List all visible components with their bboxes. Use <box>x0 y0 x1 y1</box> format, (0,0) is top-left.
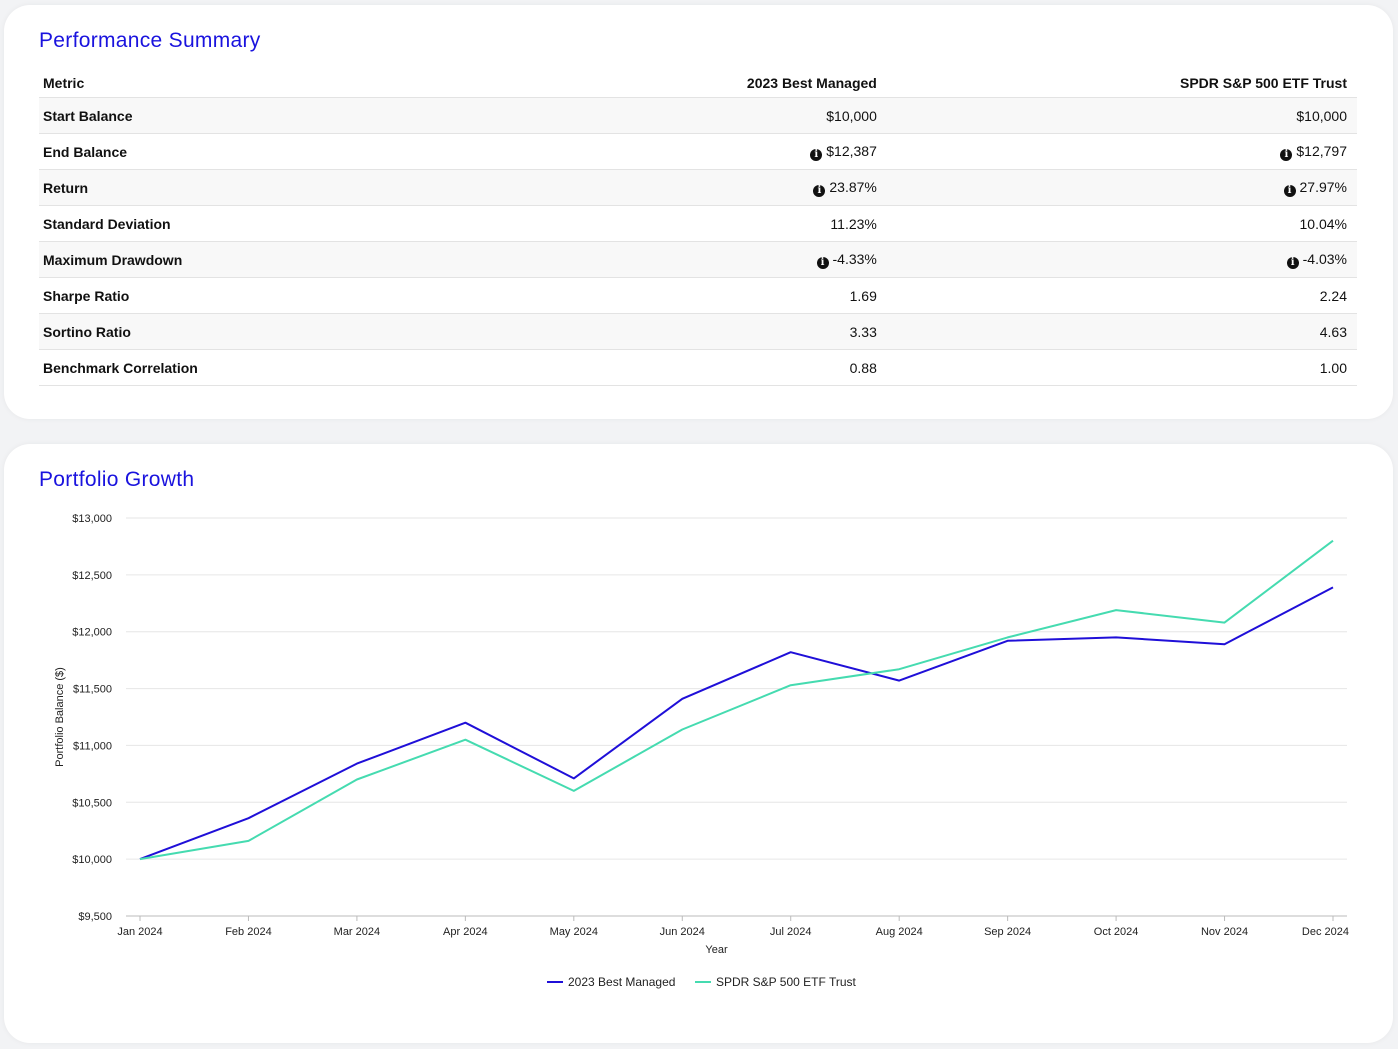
benchmark-value-cell: i$10,000 <box>886 97 1357 134</box>
metric-name-cell: Return <box>39 169 513 206</box>
portfolio-value-cell: i -4.33% <box>513 241 887 278</box>
benchmark-value-cell: i -4.03% <box>886 241 1357 278</box>
series-line-portfolio <box>139 586 1334 861</box>
info-circle-icon[interactable]: i <box>1280 148 1293 161</box>
y-tick-label: $10,500 <box>72 797 112 809</box>
x-tick-label: Apr 2024 <box>443 926 488 938</box>
portfolio-growth-title: Portfolio Growth <box>39 468 195 491</box>
metric-value: 27.97% <box>1299 178 1347 195</box>
metric-value: 3.33 <box>849 323 877 340</box>
metric-name-cell: Maximum Drawdown <box>39 241 513 278</box>
metric-value: 0.88 <box>849 359 877 376</box>
table-row: Benchmark Correlationi0.88i1.00 <box>39 349 1357 386</box>
x-tick-label: Feb 2024 <box>225 926 271 938</box>
table-row: Standard Deviationi11.23%i10.04% <box>39 205 1357 242</box>
metric-value: -4.03% <box>1302 250 1347 267</box>
column-header-metric: Metric <box>39 69 513 98</box>
portfolio-growth-chart: $9,500 $10,000 $10,500 $11,000 $11,500 $12,00… <box>54 513 1349 989</box>
benchmark-value-cell: i2.24 <box>886 277 1357 314</box>
metric-value: 11.23% <box>830 215 877 232</box>
y-tick-label: $10,000 <box>72 854 112 866</box>
y-tick-label: $11,000 <box>73 740 112 752</box>
portfolio-value-cell: i 23.87% <box>513 169 887 206</box>
info-circle-icon[interactable]: i <box>1283 184 1296 197</box>
metric-name-cell: Sharpe Ratio <box>39 277 513 314</box>
info-circle-icon[interactable]: i <box>816 256 829 269</box>
info-circle-icon[interactable]: i <box>813 184 826 197</box>
metric-value: $10,000 <box>826 107 877 124</box>
table-row: Sortino Ratioi3.33i4.63 <box>39 313 1357 350</box>
metric-value: $12,797 <box>1296 142 1347 159</box>
portfolio-value-cell: i1.69 <box>513 277 887 314</box>
metric-name-cell: Standard Deviation <box>39 205 513 242</box>
metric-value: 10.04% <box>1299 215 1347 232</box>
legend-label-benchmark: SPDR S&P 500 ETF Trust <box>716 975 856 989</box>
metric-value: -4.33% <box>832 250 877 267</box>
table-row: Maximum Drawdown i -4.33% i -4.03% <box>39 241 1357 278</box>
y-tick-label: $11,500 <box>73 684 112 696</box>
metric-value: 1.69 <box>849 287 877 304</box>
series-line-benchmark <box>139 539 1334 861</box>
portfolio-growth-card: Portfolio Growth $9,500 $10,000 $10,500 $11… <box>4 444 1393 1043</box>
metric-name-cell: Benchmark Correlation <box>39 349 513 386</box>
benchmark-value-cell: i10.04% <box>886 205 1357 242</box>
metric-value: $10,000 <box>1296 107 1347 124</box>
x-axis-title: Year <box>705 944 728 956</box>
x-tick-label: Oct 2024 <box>1094 926 1139 938</box>
portfolio-value-cell: i $12,387 <box>513 133 887 170</box>
table-row: Return i 23.87% i 27.97% <box>39 169 1357 206</box>
x-tick-label: Mar 2024 <box>334 926 380 938</box>
info-circle-icon[interactable]: i <box>1286 256 1299 269</box>
table-row: End Balance i $12,387 i $12,797 <box>39 133 1357 170</box>
metric-value: 2.24 <box>1319 287 1347 304</box>
y-tick-label: $9,500 <box>78 911 112 923</box>
table-header-row: Metric 2023 Best Managed SPDR S&P 500 ET… <box>39 69 1357 98</box>
y-tick-label: $12,500 <box>72 570 112 582</box>
x-tick-label: Aug 2024 <box>876 926 923 938</box>
legend-label-portfolio: 2023 Best Managed <box>568 975 675 989</box>
metric-value: 4.63 <box>1319 323 1347 340</box>
performance-table: Metric 2023 Best Managed SPDR S&P 500 ET… <box>39 69 1357 386</box>
portfolio-value-cell: i0.88 <box>513 349 887 386</box>
portfolio-value-cell: i11.23% <box>513 205 887 242</box>
column-header-benchmark: SPDR S&P 500 ETF Trust <box>886 69 1357 98</box>
performance-summary-title: Performance Summary <box>39 29 261 52</box>
table-row: Sharpe Ratioi1.69i2.24 <box>39 277 1357 314</box>
y-axis-title: Portfolio Balance ($) <box>54 667 66 767</box>
x-tick-label: Jun 2024 <box>660 926 705 938</box>
x-tick-label: Jan 2024 <box>117 926 162 938</box>
metric-value: 1.00 <box>1319 359 1347 376</box>
x-tick-label: Nov 2024 <box>1201 926 1248 938</box>
y-tick-label: $12,000 <box>72 627 112 639</box>
performance-summary-card: Performance Summary Metric 2023 Best Man… <box>4 5 1393 419</box>
metric-value: 23.87% <box>829 178 877 195</box>
benchmark-value-cell: i 27.97% <box>886 169 1357 206</box>
metric-name-cell: End Balance <box>39 133 513 170</box>
benchmark-value-cell: i4.63 <box>886 313 1357 350</box>
x-tick-label: Jul 2024 <box>770 926 812 938</box>
x-tick-label: Dec 2024 <box>1302 926 1349 938</box>
y-tick-label: $13,000 <box>72 513 112 525</box>
portfolio-value-cell: i$10,000 <box>513 97 887 134</box>
x-tick-label: May 2024 <box>550 926 598 938</box>
info-circle-icon[interactable]: i <box>810 148 823 161</box>
metric-name-cell: Start Balance <box>39 97 513 134</box>
portfolio-value-cell: i3.33 <box>513 313 887 350</box>
benchmark-value-cell: i1.00 <box>886 349 1357 386</box>
x-tick-label: Sep 2024 <box>984 926 1031 938</box>
column-header-portfolio: 2023 Best Managed <box>513 69 887 98</box>
metric-value: $12,387 <box>826 142 877 159</box>
benchmark-value-cell: i $12,797 <box>886 133 1357 170</box>
metric-name-cell: Sortino Ratio <box>39 313 513 350</box>
